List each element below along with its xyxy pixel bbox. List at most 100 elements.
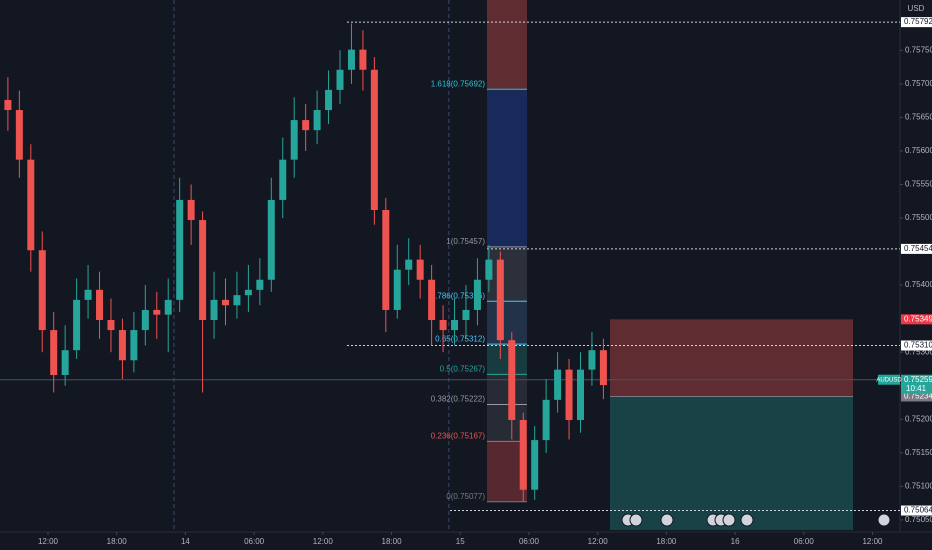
candle-body <box>4 99 12 111</box>
last-price-box <box>901 374 932 394</box>
fib-band <box>487 0 527 90</box>
candle-body <box>38 250 46 331</box>
level-label: 0.75454 <box>904 244 932 253</box>
y-tick-label: 0.75500 <box>905 213 932 222</box>
candle-body <box>176 199 184 300</box>
x-tick-label: 15 <box>456 537 465 546</box>
fib-band <box>487 246 527 302</box>
x-tick-label: 12:00 <box>313 537 334 546</box>
y-tick-label: 0.75050 <box>905 515 932 524</box>
candle-body <box>496 259 504 341</box>
event-icons[interactable] <box>621 513 891 527</box>
candle-body <box>462 309 470 321</box>
candle-body <box>416 259 424 280</box>
candle-body <box>130 330 138 361</box>
symbol-box <box>878 374 900 385</box>
stop-label-box <box>901 314 932 325</box>
symbol-label: AUDUSD <box>876 377 902 383</box>
candle-body <box>485 259 493 280</box>
candle-body <box>221 299 229 306</box>
candle-body <box>428 279 436 321</box>
candle-body <box>73 299 81 351</box>
candle-body <box>542 399 550 441</box>
x-tick-label: 18:00 <box>656 537 677 546</box>
candle-body <box>508 340 516 420</box>
candle-body <box>118 330 126 361</box>
fib-label: 0.382(0.75222) <box>431 395 486 404</box>
candle-body <box>393 269 401 310</box>
candle-body <box>210 299 218 321</box>
y-tick-label: 0.75700 <box>905 79 932 88</box>
candle-body <box>141 309 149 331</box>
x-tick-label: 18:00 <box>107 537 128 546</box>
candle-body <box>576 369 584 420</box>
y-tick-label: 0.75300 <box>905 347 932 356</box>
level-label: 0.75310 <box>904 341 932 350</box>
fib-label: 0.236(0.75167) <box>431 432 486 441</box>
candle-body <box>199 220 207 321</box>
x-tick-label: 14 <box>181 537 190 546</box>
event-icon[interactable] <box>722 513 736 527</box>
candle-body <box>439 320 447 331</box>
candle-body <box>153 309 161 315</box>
last-price-label: 0.75259 <box>904 375 932 384</box>
fib-label: 1.618(0.75692) <box>431 79 486 88</box>
candle-body <box>50 330 58 376</box>
candle-body <box>61 350 69 376</box>
candle-body <box>256 279 264 290</box>
candle-body <box>325 89 333 111</box>
candle-body <box>382 209 390 310</box>
y-tick-label: 0.75200 <box>905 414 932 423</box>
candle-body <box>451 320 459 331</box>
fib-label: 0.786(0.75376) <box>431 291 486 300</box>
candle-body <box>107 320 115 331</box>
candle-body <box>233 295 241 306</box>
level-label-box <box>901 505 932 516</box>
candle-body <box>565 369 573 420</box>
x-tick-label: 12:00 <box>588 537 609 546</box>
candle-body <box>519 419 527 490</box>
candle-body <box>15 110 23 160</box>
candle-body <box>405 259 413 270</box>
target-zone <box>610 396 853 530</box>
fib-label: 0.65(0.75312) <box>435 334 485 343</box>
stop-label: 0.75349 <box>904 314 932 323</box>
candle-body <box>336 69 344 90</box>
event-icon[interactable] <box>629 513 643 527</box>
candle-body <box>164 299 172 315</box>
level-label-box <box>901 17 932 28</box>
level-label-box <box>901 243 932 254</box>
event-icon[interactable] <box>660 513 674 527</box>
candle-body <box>313 110 321 131</box>
y-tick-label: 0.75100 <box>905 481 932 490</box>
x-tick-label: 06:00 <box>244 537 265 546</box>
y-tick-label: 0.75550 <box>905 180 932 189</box>
x-tick-label: 12:00 <box>38 537 59 546</box>
y-tick-label: 0.75650 <box>905 113 932 122</box>
fib-band <box>487 344 527 375</box>
fib-band <box>487 301 527 345</box>
candle-body <box>531 440 539 490</box>
candle-body <box>359 49 367 70</box>
fib-label: 1(0.75457) <box>446 237 485 246</box>
x-tick-label: 06:00 <box>519 537 540 546</box>
x-tick-label: 16 <box>731 537 740 546</box>
event-icon[interactable] <box>740 513 754 527</box>
stop-zone <box>610 319 853 397</box>
candle-body <box>599 350 607 386</box>
candle-body <box>279 159 287 200</box>
event-icon[interactable] <box>877 513 891 527</box>
candle-body <box>473 279 481 310</box>
candle-body <box>347 49 355 70</box>
fib-label: 0.5(0.75267) <box>440 364 486 373</box>
candle-body <box>302 120 310 131</box>
candle-body <box>244 289 252 296</box>
level-label: 0.75792 <box>904 17 932 26</box>
y-tick-label: 0.75150 <box>905 448 932 457</box>
currency-label: USD <box>908 4 925 13</box>
candle-body <box>96 289 104 321</box>
candle-body <box>370 69 378 210</box>
entry-label-box <box>901 391 932 402</box>
candle-body <box>27 159 35 251</box>
